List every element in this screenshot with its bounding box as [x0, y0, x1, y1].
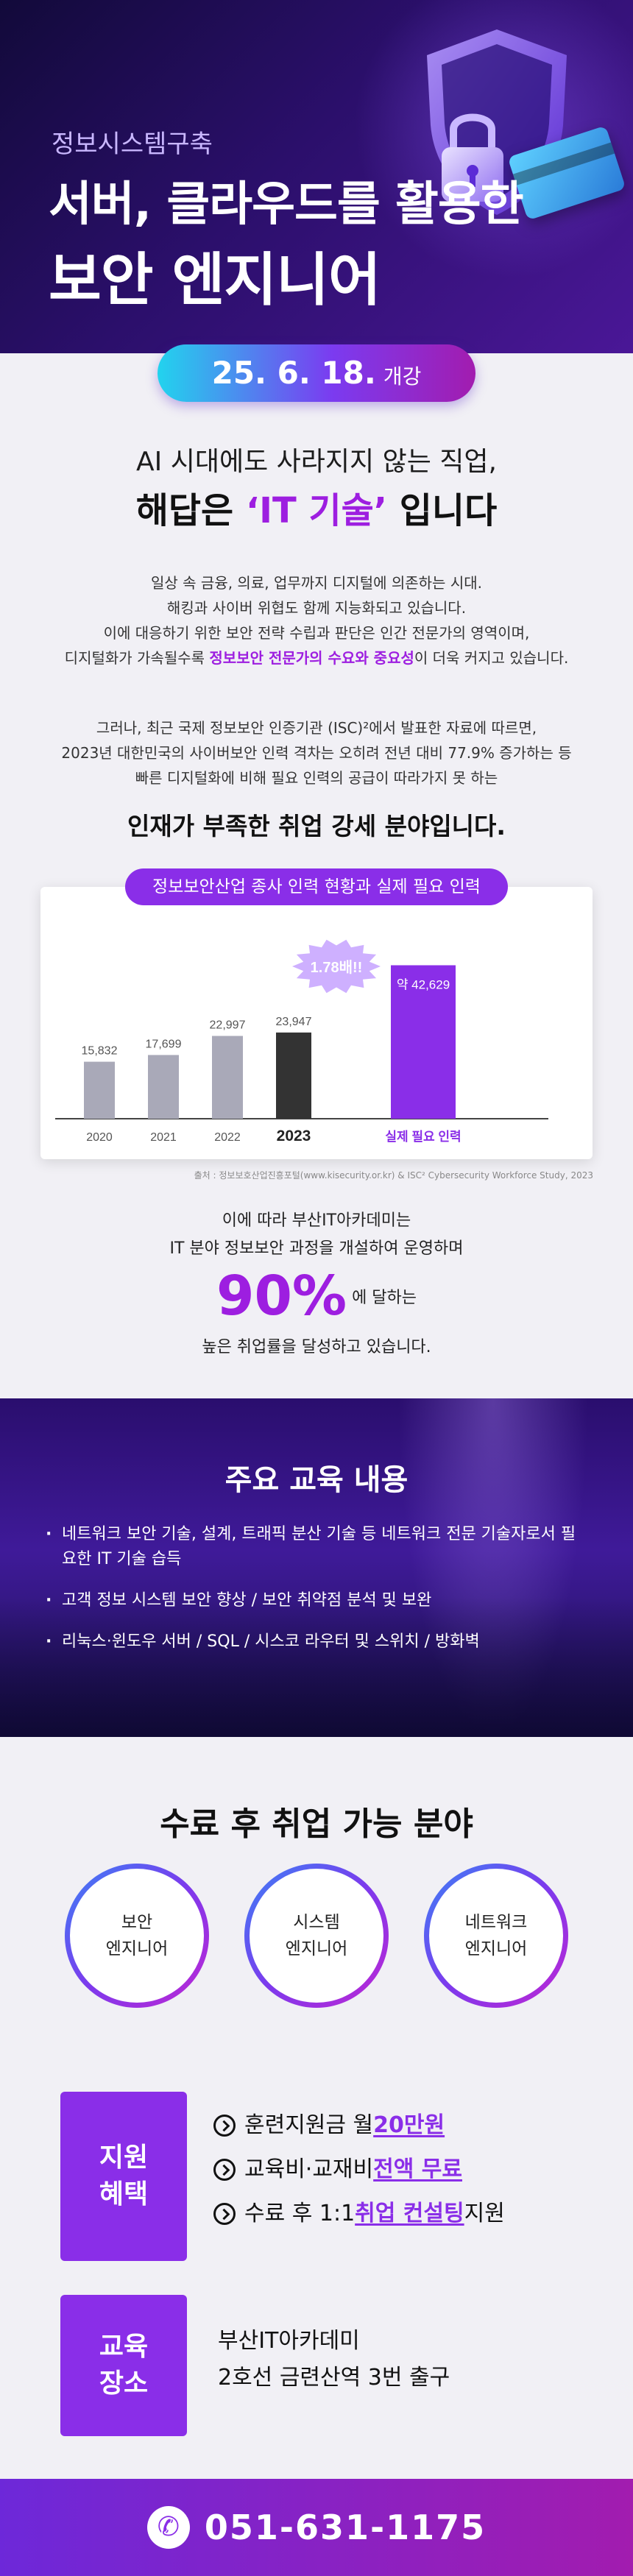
list-item: 네트워크 보안 기술, 설계, 트래픽 분산 기술 등 네트워크 전문 기술자로…	[46, 1522, 590, 1572]
hero-title-line1: 서버, 클라우드를 활용한	[49, 177, 524, 232]
jobs-title: 수료 후 취업 가능 분야	[160, 1805, 473, 1843]
tick-label: 실제 필요 인력	[385, 1130, 461, 1144]
intro-headline2: 해답은 ‘IT 기술’ 입니다	[0, 481, 633, 533]
bar-2023	[276, 1032, 311, 1119]
hero-subtitle: 정보시스템구축	[52, 130, 213, 159]
curriculum-title: 주요 교육 내용	[224, 1463, 409, 1497]
phone-icon	[146, 2506, 190, 2549]
benefit-highlight: 20만원	[373, 2112, 445, 2138]
employment-rate-suffix: 에 달하는	[347, 1289, 417, 1307]
tick-label: 2023	[277, 1128, 311, 1144]
closing-line3: 높은 취업률을 달성하고 있습니다.	[202, 1338, 431, 1356]
benefit-text: 교육비·교재비	[244, 2156, 374, 2182]
employment-rate-number: 90%	[216, 1264, 347, 1328]
closing-text-1: 이에 따라 부산IT아카데미는 IT 분야 정보보안 과정을 개설하여 운영하며	[0, 1207, 633, 1263]
employment-rate: 90% 에 달하는	[0, 1264, 633, 1328]
headline2-pre: 해답은	[135, 490, 246, 531]
closing-line1: 이에 따라 부산IT아카데미는	[222, 1211, 411, 1230]
p2-line1: 그러나, 최근 국제 정보보안 인증기관 (ISC)²에서 발표한 자료에 따르…	[96, 719, 537, 737]
bar-2021	[148, 1055, 179, 1119]
job-line2: 엔지니어	[285, 1939, 348, 1958]
benefit-highlight: 전액 무료	[373, 2156, 462, 2182]
list-item: 교육비·교재비 전액 무료	[213, 2154, 505, 2186]
job-line1: 네트워크	[464, 1913, 528, 1932]
closing-line2: IT 분야 정보보안 과정을 개설하여 운영하며	[169, 1239, 464, 1258]
tick-label: 2021	[150, 1131, 177, 1144]
bar-실제 필요 인력	[391, 965, 456, 1119]
benefits-label-line1: 지원	[99, 2142, 149, 2173]
list-item: 고객 정보 시스템 보안 향상 / 보안 취약점 분석 및 보완	[46, 1588, 590, 1613]
p1-line4-highlight: 정보보안 전문가의 수요와 중요성	[209, 649, 414, 667]
p1-line4-post: 이 더욱 커지고 있습니다.	[414, 649, 569, 667]
curriculum-list: 네트워크 보안 기술, 설계, 트래픽 분산 기술 등 네트워크 전문 기술자로…	[46, 1522, 590, 1671]
tick-label: 2020	[86, 1131, 113, 1144]
open-label: 개강	[383, 364, 422, 389]
chevron-right-icon	[213, 2115, 236, 2137]
data-label: 약 42,629	[397, 977, 450, 991]
data-label: 15,832	[82, 1045, 118, 1058]
chevron-right-icon	[213, 2159, 236, 2181]
intro-paragraph1: 일상 속 금융, 의료, 업무까지 디지털에 의존하는 시대. 해킹과 사이버 …	[0, 570, 633, 670]
headline2-post: 입니다	[387, 490, 498, 531]
list-item: 수료 후 1:1 취업 컨설팅 지원	[213, 2198, 505, 2230]
benefits-list: 훈련지원금 월 20만원 교육비·교재비 전액 무료 수료 후 1:1 취업 컨…	[213, 2109, 505, 2242]
city-backdrop	[0, 1597, 633, 1737]
benefits-label-line2: 혜택	[99, 2179, 149, 2209]
hero-title-line2: 보안 엔지니어	[49, 247, 381, 314]
benefit-highlight: 취업 컨설팅	[355, 2201, 464, 2226]
p2-line3: 빠른 디지털화에 비해 필요 인력의 공급이 따라가지 못 하는	[135, 769, 498, 787]
job-line2: 엔지니어	[105, 1939, 169, 1958]
curriculum-section: 주요 교육 내용 네트워크 보안 기술, 설계, 트래픽 분산 기술 등 네트워…	[0, 1398, 633, 1737]
chart-source: 출처 : 정보보호산업진흥포털(www.kisecurity.or.kr) & …	[194, 1170, 593, 1181]
p1-line3: 이에 대응하기 위한 보안 전략 수립과 판단은 인간 전문가의 영역이며,	[103, 624, 530, 642]
p1-line4: 디지털화가 가속될수록 정보보안 전문가의 수요와 중요성이 더욱 커지고 있습…	[0, 645, 633, 670]
chevron-right-icon	[213, 2203, 236, 2225]
annotation-burst	[292, 939, 381, 994]
list-item: 리눅스·윈도우 서버 / SQL / 시스코 라우터 및 스위치 / 방화벽	[46, 1630, 590, 1655]
location-label-line2: 장소	[99, 2368, 149, 2399]
phone-number[interactable]: 051-631-1175	[204, 2508, 487, 2547]
bar-2020	[84, 1061, 115, 1119]
data-label: 23,947	[276, 1016, 312, 1028]
p1-line1: 일상 속 금융, 의료, 업무까지 디지털에 의존하는 시대.	[151, 574, 482, 592]
list-item: 훈련지원금 월 20만원	[213, 2109, 505, 2142]
data-label: 17,699	[146, 1038, 182, 1050]
p2-line2: 2023년 대한민국의 사이버보안 인력 격차는 오히려 전년 대비 77.9%…	[61, 744, 572, 762]
location-label-line1: 교육	[99, 2332, 149, 2362]
open-date: 25. 6. 18.	[211, 355, 376, 391]
intro-headline1: AI 시대에도 사라지지 않는 직업,	[136, 447, 497, 477]
annotation-label: 1.78배!!	[311, 959, 363, 976]
intro-paragraph2: 그러나, 최근 국제 정보보안 인증기관 (ISC)²에서 발표한 자료에 따르…	[0, 715, 633, 790]
location-line1: 부산IT아카데미	[218, 2328, 360, 2354]
benefit-text-post: 지원	[464, 2201, 505, 2226]
job-line2: 엔지니어	[464, 1939, 528, 1958]
footer-call-bar[interactable]: 051-631-1175	[0, 2479, 633, 2576]
bar-chart: 1.78배!! 15,832 2020 17,699 2021 22,997 2022 23,…	[55, 939, 548, 1144]
bar-2022	[212, 1036, 243, 1119]
chart-container	[40, 887, 593, 1159]
chart-title: 정보보안산업 종사 인력 현황과 실제 필요 인력	[125, 868, 508, 905]
hero-banner: 정보시스템구축 서버, 클라우드를 활용한 보안 엔지니어	[0, 0, 633, 353]
p1-line2: 해킹과 사이버 위협도 함께 지능화되고 있습니다.	[166, 599, 467, 617]
intro-strong-line: 인재가 부족한 취업 강세 분야입니다.	[127, 812, 506, 841]
p1-line4-pre: 디지털화가 가속될수록	[64, 649, 210, 667]
tick-label: 2022	[214, 1131, 241, 1144]
benefit-text: 수료 후 1:1	[244, 2201, 356, 2226]
headline2-accent: ‘IT 기술’	[245, 490, 388, 531]
location-line2: 2호선 금련산역 3번 출구	[218, 2365, 450, 2391]
data-label: 22,997	[210, 1019, 246, 1032]
job-line1: 보안	[121, 1913, 153, 1932]
open-date-badge: 25. 6. 18. 개강	[158, 344, 475, 402]
job-line1: 시스템	[293, 1913, 340, 1932]
location-text: 부산IT아카데미 2호선 금련산역 3번 출구	[218, 2323, 450, 2396]
benefit-text: 훈련지원금 월	[244, 2112, 374, 2138]
